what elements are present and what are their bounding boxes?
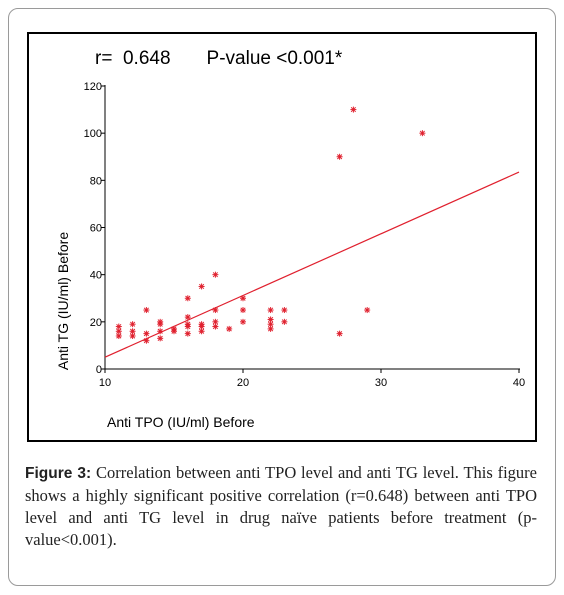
data-point bbox=[184, 321, 191, 328]
chart-panel bbox=[27, 32, 537, 442]
tick-marks bbox=[101, 85, 520, 373]
x-tick-label: 40 bbox=[513, 377, 525, 389]
x-tick-label: 10 bbox=[99, 377, 111, 389]
y-tick-label: 100 bbox=[84, 128, 102, 140]
data-point bbox=[350, 106, 357, 113]
data-point bbox=[198, 283, 205, 290]
p-value: P-value <0.001* bbox=[206, 48, 343, 69]
data-point bbox=[336, 330, 343, 337]
data-point bbox=[157, 318, 164, 325]
x-tick-labels: 10 20 30 40 bbox=[99, 377, 525, 389]
data-point bbox=[364, 307, 371, 314]
data-point bbox=[240, 318, 246, 325]
data-point bbox=[184, 314, 191, 321]
data-point bbox=[115, 323, 122, 330]
y-tick-label: 80 bbox=[90, 175, 102, 187]
data-point bbox=[184, 295, 191, 302]
data-point bbox=[267, 321, 274, 328]
data-point bbox=[212, 318, 219, 325]
data-point bbox=[267, 307, 274, 314]
data-point bbox=[184, 330, 191, 337]
data-point bbox=[267, 316, 274, 323]
data-point bbox=[143, 307, 150, 314]
x-tick-label: 20 bbox=[237, 377, 249, 389]
data-point bbox=[212, 271, 219, 278]
caption-label: Figure 3: bbox=[25, 465, 92, 482]
regression-line bbox=[104, 171, 520, 358]
data-point bbox=[240, 307, 246, 314]
data-point bbox=[157, 335, 164, 342]
x-tick-label: 30 bbox=[375, 377, 387, 389]
y-tick-label: 0 bbox=[96, 364, 102, 376]
y-tick-label: 40 bbox=[90, 270, 102, 282]
data-point bbox=[129, 332, 136, 339]
data-point bbox=[198, 321, 205, 328]
data-point bbox=[281, 307, 288, 314]
y-tick-labels: 0 20 40 60 80 100 120 bbox=[84, 81, 102, 376]
y-tick-label: 20 bbox=[90, 317, 102, 329]
r-value: r= 0.648 bbox=[95, 48, 171, 69]
axes bbox=[104, 85, 520, 370]
data-point bbox=[419, 130, 426, 137]
y-tick-label: 60 bbox=[90, 223, 102, 235]
data-point bbox=[226, 325, 233, 332]
data-point bbox=[336, 153, 343, 160]
data-point bbox=[129, 321, 136, 328]
data-point bbox=[281, 318, 288, 325]
figure-caption: Figure 3: Correlation between anti TPO l… bbox=[25, 462, 537, 551]
caption-text: Correlation between anti TPO level and a… bbox=[25, 463, 538, 549]
y-tick-label: 120 bbox=[84, 81, 102, 93]
data-point bbox=[143, 330, 150, 337]
x-axis-title: Anti TPO (IU/ml) Before bbox=[107, 414, 255, 430]
stats-annotation: r= 0.648 P-value <0.001* bbox=[95, 48, 342, 70]
data-point bbox=[240, 295, 246, 302]
data-point bbox=[129, 328, 136, 335]
data-points bbox=[115, 106, 426, 344]
y-axis-title: Anti TG (IU/ml) Before bbox=[55, 232, 71, 370]
